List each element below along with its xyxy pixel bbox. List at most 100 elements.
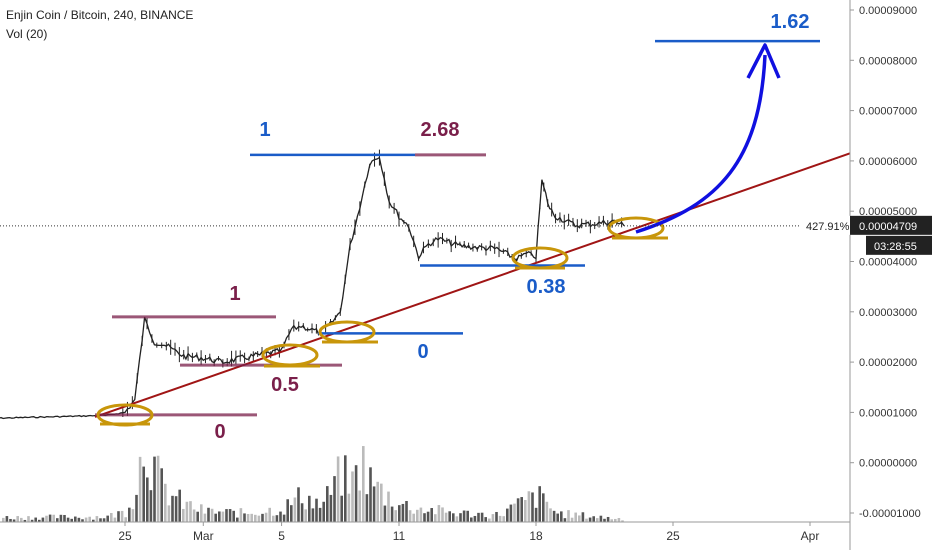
volume-bar [491,514,495,522]
volume-bar [329,494,333,522]
volume-bar [542,493,545,522]
volume-bar [290,505,293,522]
volume-bar [495,511,498,522]
volume-bar [383,505,387,522]
volume-bar [574,512,577,522]
volume-bar [174,496,178,522]
price-tick-label: 0.00005000 [859,206,917,218]
volume-bar [617,518,621,522]
trendline [94,152,851,418]
volume-bar [524,500,527,522]
volume-bar [16,516,19,522]
volume-bar [99,518,102,522]
volume-bar [45,515,48,522]
volume-bar [315,498,318,522]
volume-bar [585,518,588,522]
volume-bar [106,515,109,522]
price-tick-label: 0.00008000 [859,55,917,67]
volume-bar [52,514,55,522]
symbol-title: Enjin Coin / Bitcoin, 240, BINANCE [6,8,194,22]
volume-bar [444,512,448,522]
volume-bar [196,511,199,522]
volume-bar [84,517,88,522]
volume-bar [452,513,455,522]
volume-bar [419,507,423,522]
volume-bar [506,508,509,522]
volume-bar [588,517,592,522]
arrow-head [746,43,781,79]
volume-bar [473,515,477,522]
volume-bar [120,510,124,522]
volume-bar [88,516,91,522]
volume-bar [347,493,351,522]
volume-bar [156,455,160,522]
volume-bar [149,490,153,522]
volume-bar [610,519,613,522]
volume-bar [520,497,523,522]
volume-bar [513,503,516,522]
time-tick-label: Mar [193,529,214,543]
volume-bar [365,494,369,522]
volume-indicator-label: Vol (20) [6,27,48,41]
volume-bar [538,486,541,522]
volume-bar [405,500,408,522]
volume-bar [552,510,556,522]
time-tick-label: Apr [801,529,820,543]
volume-bar [160,468,163,522]
volume-bar [261,513,264,522]
volume-bar [250,513,253,522]
volume-bar [102,518,106,522]
volume-bar [344,455,347,522]
volume-bar [297,487,300,522]
bar-countdown-label: 03:28:55 [874,241,917,253]
volume-bar [390,506,394,522]
volume-bar [124,517,127,522]
volume-bar [448,511,451,522]
volume-bar [268,507,271,522]
volume-bar [2,517,5,522]
time-tick-label: 25 [666,529,680,543]
projection-arrow [635,54,767,234]
volume-bar [480,512,484,522]
countdown-tag [866,235,932,255]
chart-legend: Enjin Coin / Bitcoin, 240, BINANCE Vol (… [6,6,193,44]
volume-bar [434,514,437,522]
volume-bar [207,507,210,522]
volume-bar [362,446,365,522]
volume-bar [621,520,624,522]
price-tick-label: 0.00001000 [859,407,917,419]
volume-bar [92,519,95,522]
volume-bar [20,517,23,522]
volume-bar [81,519,84,522]
volume-bar [516,498,520,522]
volume-bar [596,518,599,522]
volume-bar [41,517,45,522]
volume-bar [30,519,34,522]
volume-bar [282,514,286,522]
volume-bar [95,516,99,522]
volume-bar [34,517,37,522]
current-price-tag [850,215,932,235]
volume-bar [380,483,383,522]
volume-bar [146,477,149,522]
price-tick-label: 0.00004000 [859,257,917,269]
volume-bar [477,512,480,522]
volume-bar [304,509,307,522]
volume-bar [232,510,235,522]
volume-bar [603,518,606,522]
volume-bar [70,518,73,522]
volume-bar [131,509,135,522]
volume-bar [484,517,487,522]
volume-bar [336,456,340,522]
volume-bar [178,489,181,522]
volume-bar [185,501,189,522]
fib-level-label: 0 [417,341,428,363]
volume-bar [246,513,250,522]
volume-bar [470,517,473,522]
volume-bar [308,495,311,522]
volume-bar [455,516,459,522]
volume-bar [372,486,376,522]
volume-bar [606,516,610,522]
volume-bar [110,512,113,522]
